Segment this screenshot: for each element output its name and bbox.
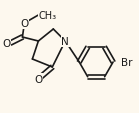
Text: CH₃: CH₃: [38, 11, 56, 21]
Text: N: N: [61, 37, 69, 47]
Text: O: O: [34, 74, 43, 84]
Text: Br: Br: [121, 58, 133, 67]
Text: O: O: [2, 39, 10, 49]
Text: O: O: [20, 19, 28, 29]
